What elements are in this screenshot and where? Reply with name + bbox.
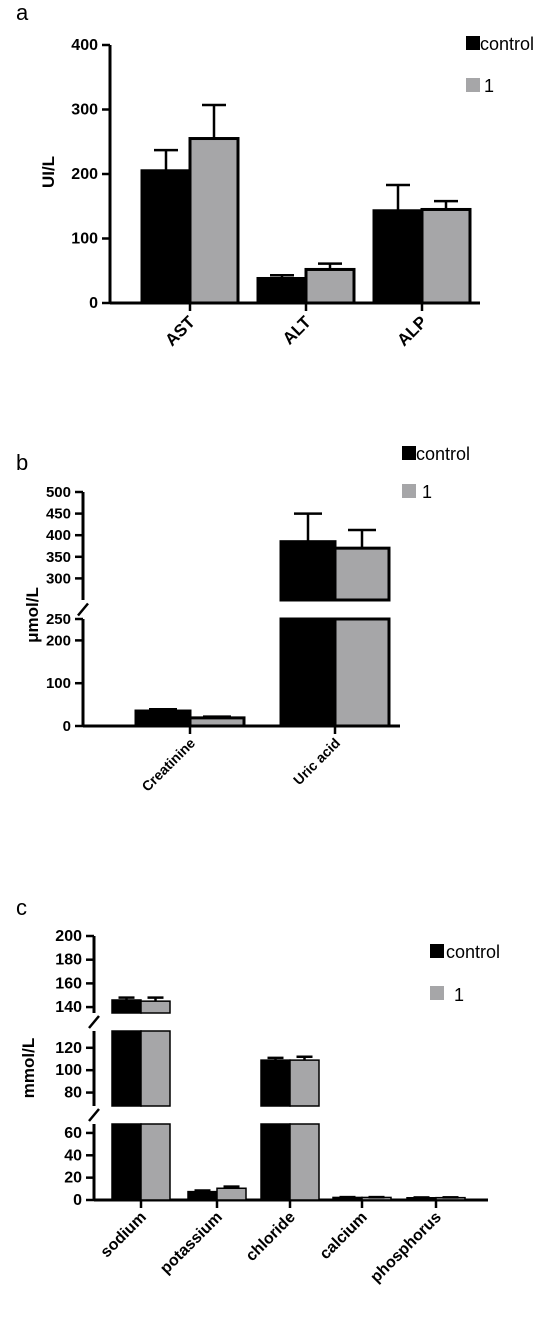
bar-control-ALT xyxy=(256,276,308,305)
y-tick-label: 400 xyxy=(46,527,71,544)
legend-label-treated-a: 1 xyxy=(484,76,494,96)
bar-1-sodium xyxy=(140,1000,171,1014)
category-label: potassium xyxy=(157,1209,226,1278)
bar-control-sodium xyxy=(111,999,142,1014)
y-tick-label: 350 xyxy=(46,549,71,566)
chart-a-marks: 0 100 200 300 400 AST ALT ALP xyxy=(71,37,480,350)
y-axis-title-c: mmol/L xyxy=(19,1038,38,1098)
y-tick-label: 20 xyxy=(64,1170,82,1187)
y-tick-label: 0 xyxy=(63,718,71,735)
y-axis-title-a: UI/L xyxy=(39,156,58,188)
category-label: sodium xyxy=(98,1209,150,1261)
category-label: AST xyxy=(161,312,199,350)
y-tick-label: 200 xyxy=(55,928,82,945)
bar-1-Uric acid xyxy=(333,617,391,728)
bar-1-Creatinine xyxy=(188,716,246,728)
y-tick-label: 100 xyxy=(46,675,71,692)
y-tick-label: 250 xyxy=(46,611,71,628)
bar-control-chloride xyxy=(260,1123,291,1201)
y-tick-label: 400 xyxy=(71,37,98,54)
legend-label-control-a: control xyxy=(480,34,534,54)
bar-1-ALT xyxy=(304,267,356,305)
legend-swatch-treated-a xyxy=(466,78,480,92)
bar-1-Uric acid xyxy=(333,546,391,602)
bar-1-sodium xyxy=(140,1123,171,1201)
chart-c-marks: 0 20 40 60 80 100 120 140 160 180 200 sodium potassi… xyxy=(55,928,488,1286)
chart-b-marks: 0 100 200 250 300 350 400 450 500 Creatinine Uric … xyxy=(46,484,400,795)
category-label: Uric acid xyxy=(290,735,343,788)
category-label: calcium xyxy=(317,1209,371,1263)
y-tick-label: 300 xyxy=(71,102,98,119)
bar-1-ALP xyxy=(420,207,472,305)
legend-swatch-control-b xyxy=(402,446,416,460)
category-label: Creatinine xyxy=(138,735,198,795)
y-tick-label: 120 xyxy=(55,1040,82,1057)
bar-1-chloride xyxy=(289,1123,320,1201)
legend-swatch-control-a xyxy=(466,36,480,50)
bar-control-Uric acid xyxy=(279,540,337,602)
bar-1-AST xyxy=(188,137,240,305)
y-tick-label: 140 xyxy=(55,999,82,1016)
y-tick-label: 100 xyxy=(55,1062,82,1079)
legend-swatch-treated-b xyxy=(402,484,416,498)
bar-1-chloride xyxy=(289,1059,320,1107)
legend-swatch-control-c xyxy=(430,944,444,958)
bar-control-potassium xyxy=(187,1190,218,1201)
panel-label-b: b xyxy=(16,450,28,475)
legend-swatch-treated-c xyxy=(430,986,444,1000)
legend-label-treated-b: 1 xyxy=(422,482,432,502)
y-tick-label: 60 xyxy=(64,1125,82,1142)
y-tick-label: 100 xyxy=(71,231,98,248)
legend-label-control-b: control xyxy=(416,444,470,464)
axis-break-mark xyxy=(77,602,89,617)
bar-control-chloride xyxy=(260,1059,291,1107)
legend-label-treated-c: 1 xyxy=(454,985,464,1005)
y-tick-label: 200 xyxy=(46,632,71,649)
panel-label-c: c xyxy=(16,895,27,920)
bar-control-AST xyxy=(140,169,192,305)
y-tick-label: 40 xyxy=(64,1147,82,1164)
y-axis-title-b: μmol/L xyxy=(23,587,42,643)
bar-control-sodium xyxy=(111,1123,142,1201)
y-tick-label: 160 xyxy=(55,975,82,992)
bar-1-potassium xyxy=(216,1187,247,1201)
y-tick-label: 450 xyxy=(46,506,71,523)
legend-label-control-c: control xyxy=(446,942,500,962)
bar-1-sodium xyxy=(140,1030,171,1107)
y-tick-label: 80 xyxy=(64,1085,82,1102)
axis-break-mark xyxy=(88,1015,100,1029)
category-label: phosphorus xyxy=(367,1209,444,1286)
category-label: ALP xyxy=(393,312,430,349)
y-tick-label: 500 xyxy=(46,484,71,501)
y-tick-label: 180 xyxy=(55,952,82,969)
panel-label-a: a xyxy=(16,0,29,25)
y-tick-label: 300 xyxy=(46,570,71,587)
y-tick-label: 0 xyxy=(89,295,98,312)
y-tick-label: 0 xyxy=(73,1192,82,1209)
category-label: chloride xyxy=(243,1209,299,1265)
bar-control-Creatinine xyxy=(134,709,192,728)
axis-break-mark xyxy=(88,1108,100,1122)
category-label: ALT xyxy=(279,312,315,348)
bar-control-sodium xyxy=(111,1030,142,1107)
bar-control-ALP xyxy=(372,209,424,305)
y-tick-label: 200 xyxy=(71,166,98,183)
bar-control-Uric acid xyxy=(279,617,337,728)
